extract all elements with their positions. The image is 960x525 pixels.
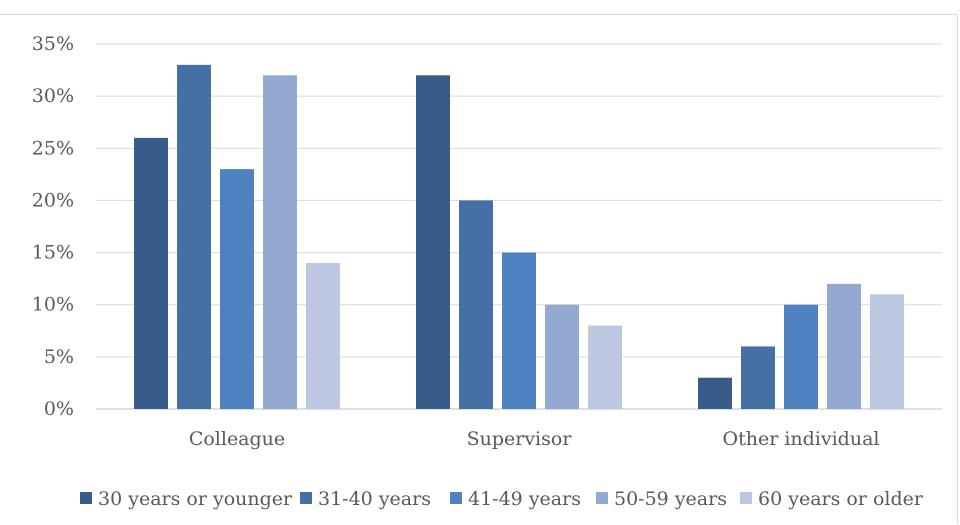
bar (870, 294, 904, 409)
y-tick-label: 0% (44, 398, 74, 420)
legend-swatch (596, 492, 608, 504)
bar (416, 75, 450, 410)
y-tick-label: 15% (32, 242, 74, 264)
legend-label: 41-49 years (468, 488, 581, 510)
bar (220, 169, 254, 409)
bar (502, 252, 536, 409)
legend-swatch (450, 492, 462, 504)
y-tick-label: 25% (32, 137, 74, 159)
legend-swatch (80, 492, 92, 504)
bar (827, 283, 861, 409)
category-label: Other individual (723, 428, 880, 450)
legend-label: 60 years or older (758, 488, 924, 510)
category-label: Colleague (189, 428, 285, 450)
bar (698, 377, 732, 409)
bar (177, 64, 211, 409)
legend-label: 30 years or younger (98, 488, 293, 510)
bar (134, 137, 168, 409)
bar (784, 304, 818, 409)
bar (545, 304, 579, 409)
bar (588, 325, 622, 409)
legend-swatch (740, 492, 752, 504)
legend-label: 50-59 years (614, 488, 727, 510)
bar (741, 346, 775, 409)
category-label: Supervisor (467, 428, 573, 450)
legend-label: 31-40 years (318, 488, 431, 510)
bar (263, 75, 297, 410)
chart-frame (0, 14, 958, 524)
y-tick-label: 20% (32, 189, 74, 211)
bar (459, 200, 493, 409)
y-tick-label: 30% (32, 85, 74, 107)
y-tick-label: 5% (44, 346, 74, 368)
y-tick-label: 35% (32, 33, 74, 55)
y-tick-label: 10% (32, 294, 74, 316)
legend-swatch (300, 492, 312, 504)
bar (306, 263, 340, 409)
